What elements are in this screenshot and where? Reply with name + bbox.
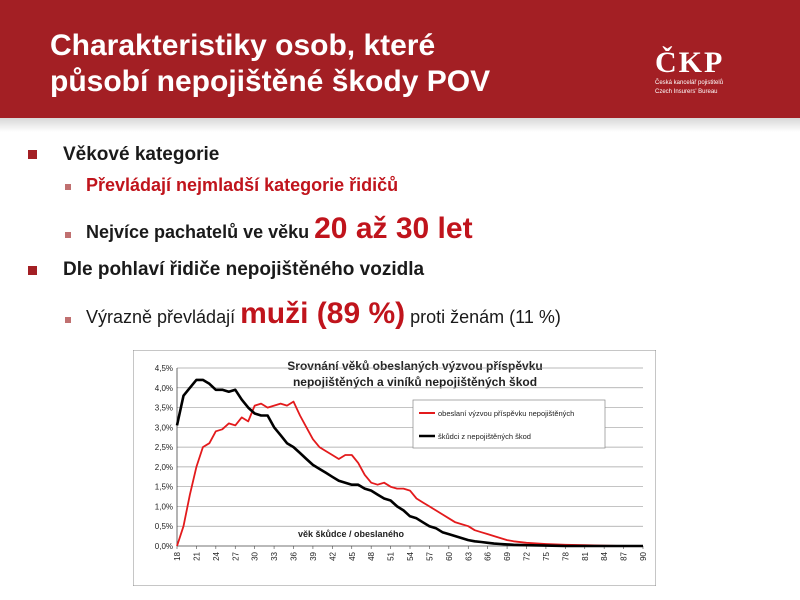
sub-bullet-icon [65, 232, 71, 238]
bullet-age-range: Nejvíce pachatelů ve věku 20 až 30 let [86, 212, 473, 246]
y-axis-ticks: 0,0% 0,5% 1,0% 1,5% 2,0% 2,5% 3,0% 3,5% 4,0% 4,5% [155, 364, 173, 551]
y-tick-label: 1,5% [155, 483, 173, 492]
y-tick-label: 4,0% [155, 384, 173, 393]
bullet-men-share-highlight: muži (89 %) [240, 297, 406, 330]
chart-title-line1: Srovnání věků obeslaných výzvou příspěvk… [287, 359, 542, 373]
x-tick-label: 27 [231, 551, 240, 560]
bullet-gender: Dle pohlaví řidiče nepojištěného vozidla [63, 259, 425, 280]
bullet-age-range-highlight: 20 až 30 let [314, 212, 473, 245]
logo-mark: ČKP [655, 46, 725, 79]
x-tick-label: 81 [581, 551, 590, 560]
slide-title-line2: působí nepojištěné škody POV [50, 65, 491, 98]
x-axis-ticks: 18 21 24 27 30 33 36 39 42 45 48 51 54 57 60 63 66 69 72 75… [173, 546, 648, 561]
x-tick-label: 87 [620, 551, 629, 560]
bullet-square-icon [28, 266, 37, 275]
bullet-men-share: Výrazně převládají muži (89 %) proti žen… [86, 297, 561, 331]
series-line-red [176, 400, 643, 547]
x-tick-label: 51 [387, 551, 396, 560]
y-tick-label: 2,5% [155, 443, 173, 452]
x-tick-label: 84 [600, 551, 609, 560]
logo-subtitle-en: Czech Insurers' Bureau [655, 89, 718, 95]
x-tick-label: 57 [425, 551, 434, 560]
x-tick-label: 36 [290, 551, 299, 560]
legend-box [412, 399, 606, 449]
x-tick-label: 33 [270, 551, 279, 560]
slide-title: Charakteristiky osob, které působí nepoj… [50, 28, 610, 100]
x-tick-label: 54 [406, 551, 415, 560]
x-tick-label: 30 [251, 551, 260, 560]
age-comparison-chart: Srovnání věků obeslaných výzvou příspěvk… [132, 349, 657, 587]
y-tick-label: 1,0% [155, 502, 173, 511]
x-tick-label: 24 [212, 551, 221, 560]
y-tick-label: 0,0% [155, 542, 173, 551]
x-tick-label: 60 [445, 551, 454, 560]
sub-bullet-icon [65, 184, 71, 190]
sub-bullet-icon [65, 317, 71, 323]
x-tick-label: 72 [523, 551, 532, 560]
x-tick-label: 18 [173, 551, 182, 560]
ckp-logo: ČKP Česká kancelář pojistitelů Czech Ins… [655, 48, 755, 98]
y-tick-label: 3,5% [155, 404, 173, 413]
logo-subtitle-cz: Česká kancelář pojistitelů [655, 80, 724, 86]
bullet-list: Věkové kategorie Převládají nejmladší ka… [28, 144, 561, 331]
header-divider [0, 118, 800, 132]
x-tick-label: 45 [348, 551, 357, 560]
y-tick-label: 4,5% [155, 364, 173, 373]
legend-label-red: obeslaní výzvou příspěvku nepojištěných [438, 409, 574, 418]
slide-header: Charakteristiky osob, které působí nepoj… [0, 0, 800, 118]
bullet-youngest-drivers: Převládají nejmladší kategorie řidičů [86, 175, 399, 195]
bullet-age-categories: Věkové kategorie [63, 144, 220, 165]
x-tick-label: 39 [309, 551, 318, 560]
x-tick-label: 90 [639, 551, 648, 560]
x-axis-label: věk škůdce / obeslaného [298, 529, 405, 539]
bullet-age-range-text: Nejvíce pachatelů ve věku [86, 222, 315, 242]
legend-label-black: škůdci z nepojištěných škod [438, 432, 531, 441]
bullet-men-share-pre: Výrazně převládají [86, 307, 241, 327]
x-tick-label: 75 [542, 551, 551, 560]
chart-title-line2: nepojištěných a viníků nepojištěných ško… [293, 375, 537, 389]
series-line-black [175, 378, 643, 548]
bullet-square-icon [28, 150, 37, 159]
y-tick-label: 2,0% [155, 463, 173, 472]
x-tick-label: 42 [328, 551, 337, 560]
x-tick-label: 66 [484, 551, 493, 560]
y-tick-label: 3,0% [155, 423, 173, 432]
x-tick-label: 63 [464, 551, 473, 560]
x-tick-label: 78 [561, 551, 570, 560]
x-tick-label: 21 [192, 551, 201, 560]
bullet-women-share: proti ženám (11 %) [405, 307, 561, 327]
x-tick-label: 69 [503, 551, 512, 560]
y-tick-label: 0,5% [155, 522, 173, 531]
slide-title-line1: Charakteristiky osob, které [50, 29, 436, 62]
chart-series [175, 378, 643, 548]
chart-svg: Srovnání věků obeslaných výzvou příspěvk… [132, 349, 657, 587]
x-tick-label: 48 [367, 551, 376, 560]
chart-legend: obeslaní výzvou příspěvku nepojištěných … [412, 399, 606, 449]
